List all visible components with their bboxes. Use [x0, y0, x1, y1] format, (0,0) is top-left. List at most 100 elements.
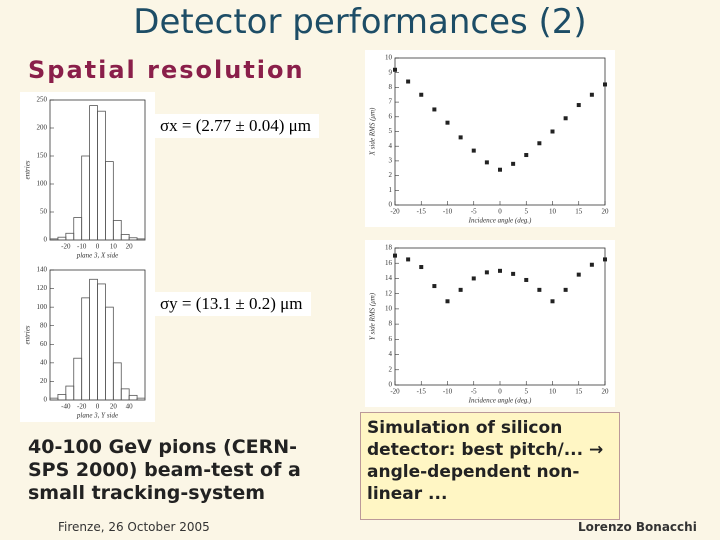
data-point	[484, 160, 489, 165]
x-tick-label: 15	[575, 208, 583, 216]
sigma-x: σx = (2.77 ± 0.04) μm	[152, 114, 319, 138]
data-point	[550, 299, 555, 304]
data-point	[576, 103, 581, 108]
data-point	[524, 277, 529, 282]
data-point	[393, 253, 397, 258]
y-tick-label: 8	[389, 320, 393, 328]
y-tick-label: 1	[389, 186, 393, 194]
y-tick-label: 100	[37, 303, 48, 311]
data-point	[471, 276, 476, 281]
x-tick-label: 15	[575, 388, 583, 396]
y-tick-label: 0	[44, 236, 48, 244]
x-tick-label: 0	[498, 208, 502, 216]
x-tick-label: 10	[549, 388, 557, 396]
x-axis-label: plane 3, Y side	[76, 412, 118, 420]
x-tick-label: -15	[417, 388, 427, 396]
y-tick-label: 100	[37, 180, 48, 188]
histogram-bar	[105, 161, 114, 241]
data-point	[419, 92, 424, 97]
y-tick-label: 18	[385, 244, 393, 252]
y-tick-label: 10	[385, 304, 393, 312]
y-tick-label: 140	[37, 266, 48, 274]
data-point	[419, 265, 424, 270]
y-tick-label: 0	[389, 381, 393, 389]
x-tick-label: -10	[77, 243, 87, 251]
y-axis-label: entries	[24, 160, 32, 179]
x-tick-label: -15	[417, 208, 427, 216]
x-tick-label: -20	[61, 243, 71, 251]
data-point	[458, 135, 463, 140]
x-tick-label: -10	[443, 208, 453, 216]
y-tick-label: 2	[389, 365, 393, 373]
data-point	[445, 299, 450, 304]
x-tick-label: 0	[96, 403, 100, 411]
data-point	[537, 287, 542, 292]
data-point	[563, 116, 568, 121]
description: 40-100 GeV pions (CERN-SPS 2000) beam-te…	[28, 436, 301, 504]
data-point	[550, 129, 555, 134]
histogram-bar	[112, 219, 122, 241]
data-point	[432, 107, 437, 112]
y-tick-label: 6	[389, 112, 393, 120]
footer-right: Lorenzo Bonacchi	[578, 520, 697, 534]
footer-left: Firenze, 26 October 2005	[58, 520, 210, 534]
y-tick-label: 5	[389, 127, 393, 135]
simulation-note: Simulation of silicon detector: best pit…	[360, 412, 620, 520]
x-tick-label: 5	[525, 388, 529, 396]
x-tick-label: 20	[602, 388, 610, 396]
x-tick-label: 20	[602, 208, 610, 216]
x-tick-label: -5	[471, 208, 477, 216]
x-tick-label: 40	[126, 403, 134, 411]
data-point	[563, 287, 568, 292]
y-tick-label: 0	[44, 396, 48, 404]
data-point	[498, 167, 502, 172]
y-axis-label: entries	[24, 325, 32, 344]
plot-background	[365, 240, 615, 407]
x-axis-label: Incidence angle (deg.)	[468, 217, 532, 225]
histogram-bar	[112, 362, 122, 401]
histogram-bar	[136, 397, 146, 401]
histogram-bar	[105, 306, 114, 401]
data-point	[511, 271, 516, 276]
heading: Spatial resolution	[28, 56, 305, 84]
data-point	[524, 153, 529, 158]
histogram-bar	[128, 394, 138, 401]
y-tick-label: 3	[389, 157, 393, 165]
data-point	[406, 257, 411, 262]
plot-background	[20, 92, 155, 262]
histogram-bar	[136, 238, 146, 241]
y-tick-label: 14	[385, 274, 393, 282]
data-point	[432, 284, 437, 289]
sigma-y: σy = (13.1 ± 0.2) μm	[152, 292, 311, 316]
y-tick-label: 200	[37, 124, 48, 132]
data-point	[484, 270, 489, 275]
y-tick-label: 4	[389, 350, 393, 358]
y-tick-label: 120	[37, 284, 48, 292]
x-tick-label: 20	[110, 403, 118, 411]
y-tick-label: 8	[389, 83, 393, 91]
y-tick-label: 150	[37, 152, 48, 160]
histogram-bar	[120, 233, 130, 241]
x-tick-label: -5	[471, 388, 477, 396]
x-axis-label: plane 3, X side	[76, 252, 119, 260]
y-tick-label: 12	[385, 289, 393, 297]
data-point	[393, 67, 397, 72]
y-tick-label: 6	[389, 335, 393, 343]
y-tick-label: 250	[37, 96, 48, 104]
y-tick-label: 10	[385, 54, 393, 62]
slide-title: Detector performances (2)	[133, 2, 587, 42]
data-point	[511, 161, 516, 166]
data-point	[603, 82, 607, 87]
x-tick-label: -20	[77, 403, 87, 411]
y-tick-label: 2	[389, 171, 393, 179]
y-tick-label: 20	[40, 377, 48, 385]
x-tick-label: 0	[96, 243, 100, 251]
y-tick-label: 60	[40, 340, 48, 348]
x-tick-label: 0	[498, 388, 502, 396]
y-tick-label: 16	[385, 259, 393, 267]
y-tick-label: 80	[40, 321, 48, 329]
x-tick-label: -20	[390, 208, 400, 216]
histogram-bar	[120, 388, 130, 401]
y-tick-label: 4	[389, 142, 393, 150]
